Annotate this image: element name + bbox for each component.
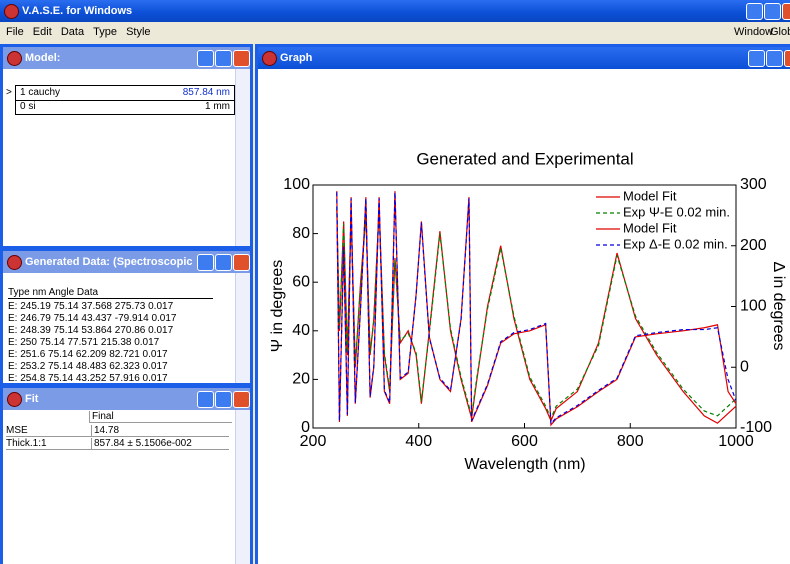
maximize-button[interactable] [215, 50, 232, 67]
data-row: E: 248.39 75.14 53.864 270.86 0.017 [8, 325, 174, 336]
restore-button[interactable] [764, 3, 781, 20]
layer-value: 857.84 nm [182, 87, 230, 98]
window-icon [7, 51, 22, 66]
scrollbar[interactable] [235, 410, 250, 564]
parameter-name: MSE [6, 425, 28, 436]
y2-tick-label: 100 [740, 298, 767, 315]
scrollbar[interactable] [235, 273, 250, 383]
column-header: Final [89, 411, 232, 423]
data-row: E: 254.8 75.14 43.252 57.916 0.017 [8, 373, 168, 384]
title-bar: V.A.S.E. for Windows [0, 0, 790, 22]
minimize-button[interactable] [197, 391, 214, 408]
window-titlebar: Graph [258, 47, 790, 69]
y-tick-label: 60 [292, 273, 310, 290]
y-axis-label: Ψ in degrees [269, 260, 286, 353]
y2-axis-label: Δ in degrees [770, 262, 787, 351]
app-icon [4, 4, 19, 19]
menu-file[interactable]: File [6, 26, 24, 38]
close-button[interactable] [782, 3, 790, 20]
close-button[interactable] [784, 50, 790, 67]
x-tick-label: 800 [617, 433, 644, 450]
x-axis-label: Wavelength (nm) [464, 456, 585, 473]
generated-data-window: Generated Data: (Spectroscopic ... Type … [0, 248, 253, 386]
legend-label: Exp Δ-E 0.02 min. [623, 236, 728, 251]
model-row[interactable]: 1 cauchy 857.84 nm [15, 85, 235, 101]
y2-tick-label: -100 [740, 419, 772, 436]
window-titlebar: Generated Data: (Spectroscopic ... [3, 251, 250, 273]
data-row: E: 251.6 75.14 62.209 82.721 0.017 [8, 349, 168, 360]
series-line [336, 192, 737, 426]
row-marker: > [6, 87, 12, 98]
menu-style[interactable]: Style [126, 26, 151, 38]
window-title: Model: [25, 52, 61, 64]
layer-name: 0 si [20, 101, 36, 112]
close-button[interactable] [233, 50, 250, 67]
close-button[interactable] [233, 254, 250, 271]
scrollbar[interactable] [235, 69, 250, 246]
data-row: E: 250 75.14 77.571 215.38 0.017 [8, 337, 160, 348]
y2-tick-label: 0 [740, 358, 749, 375]
chart: Generated and Experimental Wavelength (n… [269, 149, 787, 473]
menu-window[interactable]: Window [734, 26, 774, 38]
maximize-button[interactable] [215, 254, 232, 271]
model-row[interactable]: 0 si 1 mm [15, 100, 235, 115]
x-tick-label: 600 [511, 433, 538, 450]
window-icon [7, 255, 22, 270]
menu-data[interactable]: Data [60, 26, 85, 38]
menu-type[interactable]: Type [93, 26, 117, 38]
x-tick-label: 400 [405, 433, 432, 450]
menu-global[interactable]: Globa [770, 26, 790, 38]
window-title: Generated Data: (Spectroscopic ... [25, 256, 195, 268]
minimize-button[interactable] [748, 50, 765, 67]
x-tick-label: 1000 [718, 433, 754, 450]
window-icon [7, 392, 22, 407]
graph-window: Graph Generated and Experimental Wavelen… [255, 44, 790, 564]
data-row: E: 246.79 75.14 43.437 -79.914 0.017 [8, 313, 177, 324]
menu-edit[interactable]: Edit [32, 26, 52, 38]
menu-bar: File Edit Data Type Style Window Globa [0, 22, 790, 42]
y2-tick-label: 200 [740, 237, 767, 254]
fit-row: Thick.1:1 857.84 ± 5.1506e-002 [6, 438, 229, 450]
y-tick-label: 0 [301, 419, 310, 436]
minimize-button[interactable] [746, 3, 763, 20]
model-window: Model: > 1 cauchy 857.84 nm 0 si 1 mm [0, 44, 253, 249]
app-title: V.A.S.E. for Windows [22, 5, 133, 17]
layer-name: 1 cauchy [20, 87, 61, 98]
y-tick-label: 40 [292, 322, 310, 339]
y-tick-label: 100 [283, 176, 310, 193]
parameter-name: Thick.1:1 [6, 438, 47, 449]
data-row: E: 245.19 75.14 37.568 275.73 0.017 [8, 301, 174, 312]
fit-window: Fit Final MSE 14.78 Thick.1:1 857.84 ± 5… [0, 385, 253, 564]
window-title: Fit [25, 393, 39, 405]
table-header: Type nm Angle Data [8, 287, 213, 299]
data-rows: E: 245.19 75.14 37.568 275.73 0.017 E: 24… [8, 301, 177, 384]
y-tick-label: 80 [292, 225, 310, 242]
parameter-value: 857.84 ± 5.1506e-002 [91, 438, 192, 449]
data-row: E: 253.2 75.14 48.483 62.323 0.017 [8, 361, 168, 372]
maximize-button[interactable] [215, 391, 232, 408]
close-button[interactable] [233, 391, 250, 408]
parameter-value: 14.78 [91, 425, 119, 436]
chart-title: Generated and Experimental [416, 149, 633, 168]
window-title: Graph [280, 52, 313, 64]
y2-tick-label: 300 [740, 176, 767, 193]
legend-label: Model Fit [623, 188, 677, 203]
fit-row: MSE 14.78 [6, 425, 229, 437]
window-icon [262, 51, 277, 66]
minimize-button[interactable] [197, 254, 214, 271]
legend-label: Model Fit [623, 220, 677, 235]
minimize-button[interactable] [197, 50, 214, 67]
maximize-button[interactable] [766, 50, 783, 67]
x-tick-label: 200 [300, 433, 327, 450]
legend-label: Exp Ψ-E 0.02 min. [623, 204, 730, 219]
window-titlebar: Model: [3, 47, 250, 69]
y-tick-label: 20 [292, 371, 310, 388]
window-titlebar: Fit [3, 388, 250, 410]
layer-value: 1 mm [205, 101, 230, 112]
